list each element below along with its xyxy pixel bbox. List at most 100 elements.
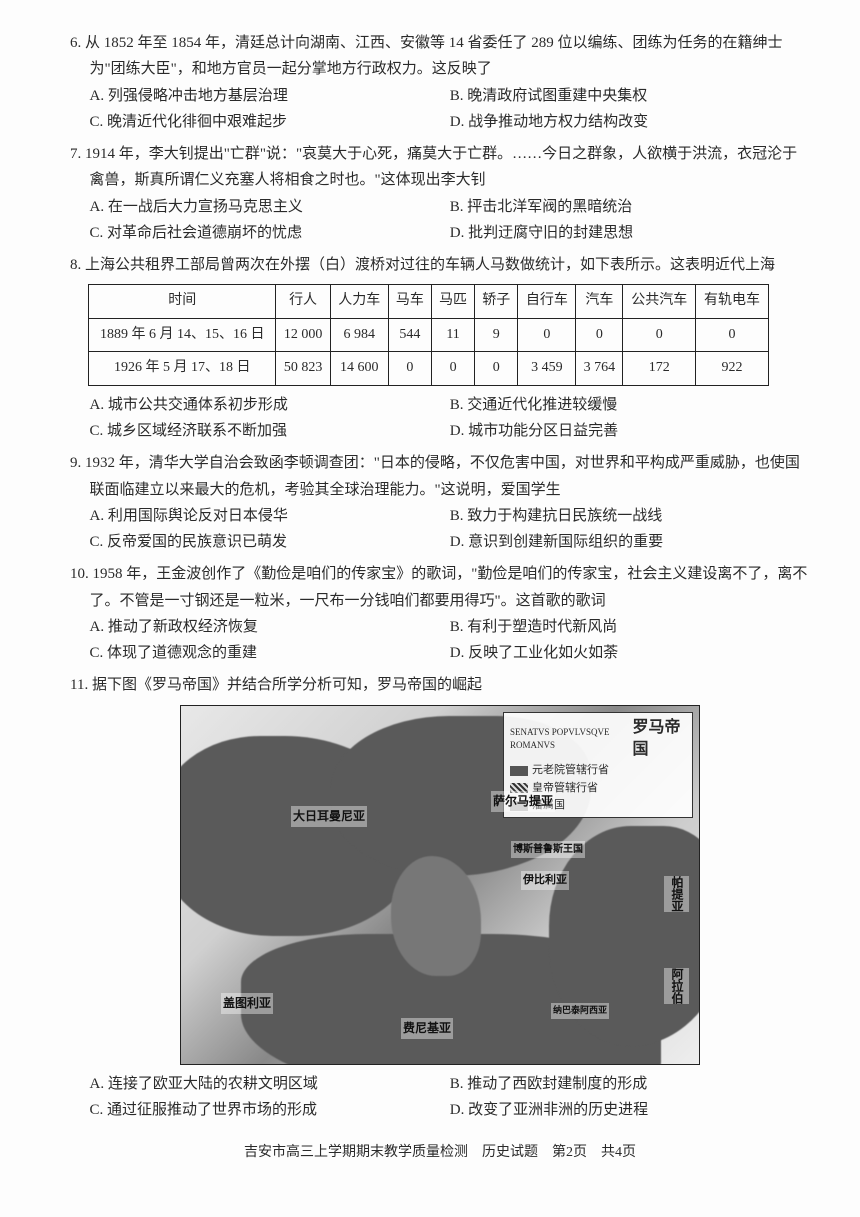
page-footer: 吉安市高三上学期期末教学质量检测 历史试题 第2页 共4页 — [70, 1141, 810, 1166]
th-1: 行人 — [276, 285, 330, 319]
q8-opt-d[interactable]: D. 城市功能分区日益完善 — [450, 418, 810, 444]
q10-text: 1958 年，王金波创作了《勤俭是咱们的传家宝》的歌词，"勤俭是咱们的传家宝，社… — [90, 566, 808, 608]
th-2: 人力车 — [330, 285, 388, 319]
legend-item-1: 元老院管辖行省 — [532, 763, 609, 778]
q11-options: A. 连接了欧亚大陆的农耕文明区域 B. 推动了西欧封建制度的形成 C. 通过征… — [70, 1071, 810, 1124]
q9-options: A. 利用国际舆论反对日本侵华 B. 致力于构建抗日民族统一战线 C. 反帝爱国… — [70, 503, 810, 556]
q8-table: 时间 行人 人力车 马车 马匹 轿子 自行车 汽车 公共汽车 有轨电车 1889… — [88, 284, 769, 386]
q10-num: 10. — [70, 566, 89, 582]
th-9: 有轨电车 — [696, 285, 769, 319]
question-9: 9. 1932 年，清华大学自治会致函李顿调查团："日本的侵略，不仅危害中国，对… — [70, 450, 810, 555]
q7-opt-d[interactable]: D. 批判迂腐守旧的封建思想 — [450, 220, 810, 246]
q6-opt-c[interactable]: C. 晚清近代化徘徊中艰难起步 — [90, 109, 450, 135]
q6-opt-b[interactable]: B. 晚清政府试图重建中央集权 — [450, 83, 810, 109]
th-0: 时间 — [89, 285, 276, 319]
td: 12 000 — [276, 318, 330, 352]
q9-num: 9. — [70, 455, 81, 471]
td: 3 764 — [576, 352, 623, 386]
q11-opt-a[interactable]: A. 连接了欧亚大陆的农耕文明区域 — [90, 1071, 450, 1097]
td: 922 — [696, 352, 769, 386]
question-11: 11. 据下图《罗马帝国》并结合所学分析可知，罗马帝国的崛起 SENATVS P… — [70, 672, 810, 1123]
map-label-germania: 大日耳曼尼亚 — [291, 806, 367, 827]
q11-opt-c[interactable]: C. 通过征服推动了世界市场的形成 — [90, 1097, 450, 1123]
td: 544 — [388, 318, 431, 352]
q6-text: 从 1852 年至 1854 年，清廷总计向湖南、江西、安徽等 14 省委任了 … — [85, 35, 783, 77]
q8-options: A. 城市公共交通体系初步形成 B. 交通近代化推进较缓慢 C. 城乡区域经济联… — [70, 392, 810, 445]
q6-options: A. 列强侵略冲击地方基层治理 B. 晚清政府试图重建中央集权 C. 晚清近代化… — [70, 83, 810, 136]
q6-stem: 6. 从 1852 年至 1854 年，清廷总计向湖南、江西、安徽等 14 省委… — [70, 30, 810, 83]
td: 0 — [623, 318, 696, 352]
question-7: 7. 1914 年，李大钊提出"亡群"说："哀莫大于心死，痛莫大于亡群。……今日… — [70, 141, 810, 246]
td: 1926 年 5 月 17、18 日 — [89, 352, 276, 386]
table-row: 1889 年 6 月 14、15、16 日 12 000 6 984 544 1… — [89, 318, 769, 352]
q11-stem: 11. 据下图《罗马帝国》并结合所学分析可知，罗马帝国的崛起 — [70, 672, 810, 698]
q7-opt-c[interactable]: C. 对革命后社会道德崩坏的忧虑 — [90, 220, 450, 246]
th-7: 汽车 — [576, 285, 623, 319]
q6-opt-d[interactable]: D. 战争推动地方权力结构改变 — [450, 109, 810, 135]
q10-opt-c[interactable]: C. 体现了道德观念的重建 — [90, 640, 450, 666]
td: 6 984 — [330, 318, 388, 352]
q10-options: A. 推动了新政权经济恢复 B. 有利于塑造时代新风尚 C. 体现了道德观念的重… — [70, 614, 810, 667]
question-6: 6. 从 1852 年至 1854 年，清廷总计向湖南、江西、安徽等 14 省委… — [70, 30, 810, 135]
q7-opt-a[interactable]: A. 在一战后大力宣扬马克思主义 — [90, 194, 450, 220]
q7-stem: 7. 1914 年，李大钊提出"亡群"说："哀莫大于心死，痛莫大于亡群。……今日… — [70, 141, 810, 194]
th-6: 自行车 — [518, 285, 576, 319]
legend-swatch-icon — [510, 766, 528, 776]
q10-stem: 10. 1958 年，王金波创作了《勤俭是咱们的传家宝》的歌词，"勤俭是咱们的传… — [70, 561, 810, 614]
map-label-nabataea: 纳巴泰阿西亚 — [551, 1003, 609, 1019]
th-8: 公共汽车 — [623, 285, 696, 319]
th-3: 马车 — [388, 285, 431, 319]
td: 3 459 — [518, 352, 576, 386]
td: 0 — [696, 318, 769, 352]
q7-opt-b[interactable]: B. 抨击北洋军阀的黑暗统治 — [450, 194, 810, 220]
td: 0 — [518, 318, 576, 352]
map-label-bosporus: 博斯普鲁斯王国 — [511, 841, 585, 859]
q11-opt-d[interactable]: D. 改变了亚洲非洲的历史进程 — [450, 1097, 810, 1123]
td: 0 — [388, 352, 431, 386]
map-label-iberia: 伊比利亚 — [521, 871, 569, 890]
q8-text: 上海公共租界工部局曾两次在外摆（白）渡桥对过往的车辆人马数做统计，如下表所示。这… — [85, 257, 775, 273]
map-label-parthia: 帕提亚 — [664, 876, 689, 912]
question-8: 8. 上海公共租界工部局曾两次在外摆（白）渡桥对过往的车辆人马数做统计，如下表所… — [70, 252, 810, 444]
q9-opt-b[interactable]: B. 致力于构建抗日民族统一战线 — [450, 503, 810, 529]
q8-stem: 8. 上海公共租界工部局曾两次在外摆（白）渡桥对过往的车辆人马数做统计，如下表所… — [70, 252, 810, 278]
q9-stem: 9. 1932 年，清华大学自治会致函李顿调查团："日本的侵略，不仅危害中国，对… — [70, 450, 810, 503]
q8-opt-b[interactable]: B. 交通近代化推进较缓慢 — [450, 392, 810, 418]
q6-num: 6. — [70, 35, 81, 51]
th-4: 马匹 — [431, 285, 474, 319]
question-10: 10. 1958 年，王金波创作了《勤俭是咱们的传家宝》的歌词，"勤俭是咱们的传… — [70, 561, 810, 666]
td: 0 — [475, 352, 518, 386]
td: 0 — [431, 352, 474, 386]
q11-num: 11. — [70, 677, 88, 693]
map-label-arabia: 阿拉伯 — [664, 968, 689, 1004]
q6-opt-a[interactable]: A. 列强侵略冲击地方基层治理 — [90, 83, 450, 109]
q10-opt-d[interactable]: D. 反映了工业化如火如荼 — [450, 640, 810, 666]
q7-text: 1914 年，李大钊提出"亡群"说："哀莫大于心死，痛莫大于亡群。……今日之群象… — [85, 146, 797, 188]
q10-opt-b[interactable]: B. 有利于塑造时代新风尚 — [450, 614, 810, 640]
q11-opt-b[interactable]: B. 推动了西欧封建制度的形成 — [450, 1071, 810, 1097]
map-label-sarmatia: 萨尔马提亚 — [491, 791, 555, 812]
th-5: 轿子 — [475, 285, 518, 319]
q8-num: 8. — [70, 257, 81, 273]
q8-opt-a[interactable]: A. 城市公共交通体系初步形成 — [90, 392, 450, 418]
table-row: 1926 年 5 月 17、18 日 50 823 14 600 0 0 0 3… — [89, 352, 769, 386]
table-header-row: 时间 行人 人力车 马车 马匹 轿子 自行车 汽车 公共汽车 有轨电车 — [89, 285, 769, 319]
q7-options: A. 在一战后大力宣扬马克思主义 B. 抨击北洋军阀的黑暗统治 C. 对革命后社… — [70, 194, 810, 247]
q10-opt-a[interactable]: A. 推动了新政权经济恢复 — [90, 614, 450, 640]
td: 50 823 — [276, 352, 330, 386]
map-title: 罗马帝国 — [633, 717, 686, 762]
q9-opt-c[interactable]: C. 反帝爱国的民族意识已萌发 — [90, 529, 450, 555]
q9-text: 1932 年，清华大学自治会致函李顿调查团："日本的侵略，不仅危害中国，对世界和… — [85, 455, 800, 497]
q11-text: 据下图《罗马帝国》并结合所学分析可知，罗马帝国的崛起 — [92, 677, 482, 693]
td: 14 600 — [330, 352, 388, 386]
td: 1889 年 6 月 14、15、16 日 — [89, 318, 276, 352]
roman-empire-map: SENATVS POPVLVSQVE ROMANVS 罗马帝国 元老院管辖行省 … — [180, 705, 700, 1065]
td: 11 — [431, 318, 474, 352]
q9-opt-a[interactable]: A. 利用国际舆论反对日本侵华 — [90, 503, 450, 529]
q7-num: 7. — [70, 146, 81, 162]
td: 172 — [623, 352, 696, 386]
td: 0 — [576, 318, 623, 352]
q8-opt-c[interactable]: C. 城乡区域经济联系不断加强 — [90, 418, 450, 444]
q9-opt-d[interactable]: D. 意识到创建新国际组织的重要 — [450, 529, 810, 555]
td: 9 — [475, 318, 518, 352]
